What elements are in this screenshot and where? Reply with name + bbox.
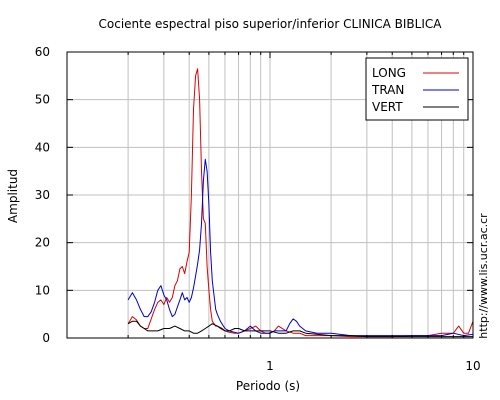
legend-label-tran: TRAN: [371, 83, 404, 97]
y-tick-label: 60: [35, 45, 50, 59]
series-line-vert: [127, 320, 473, 338]
x-axis: 1 10: [66, 52, 481, 373]
side-url-text: http://www.lis.ucr.ac.cr: [477, 213, 490, 339]
x-axis-label: Periodo (s): [236, 379, 300, 393]
legend-label-long: LONG: [372, 66, 406, 80]
x-tick-label: 10: [465, 359, 480, 373]
y-tick-label: 50: [35, 93, 50, 107]
legend-label-vert: VERT: [372, 100, 403, 114]
chart-title: Cociente espectral piso superior/inferio…: [99, 17, 443, 31]
series-line-tran: [127, 158, 474, 337]
y-axis: 0 10 20 30 40 50 60: [35, 45, 473, 345]
y-tick-label: 10: [35, 283, 50, 297]
grid: [67, 52, 473, 338]
legend-box: [365, 57, 469, 121]
y-tick-label: 20: [35, 236, 50, 250]
y-tick-label: 0: [42, 331, 50, 345]
legend: LONG TRAN VERT: [365, 57, 469, 121]
x-tick-label: 1: [266, 359, 274, 373]
series-lines: [127, 68, 474, 338]
y-axis-label: Amplitud: [6, 169, 20, 223]
y-tick-label: 30: [35, 188, 50, 202]
y-tick-label: 40: [35, 140, 50, 154]
